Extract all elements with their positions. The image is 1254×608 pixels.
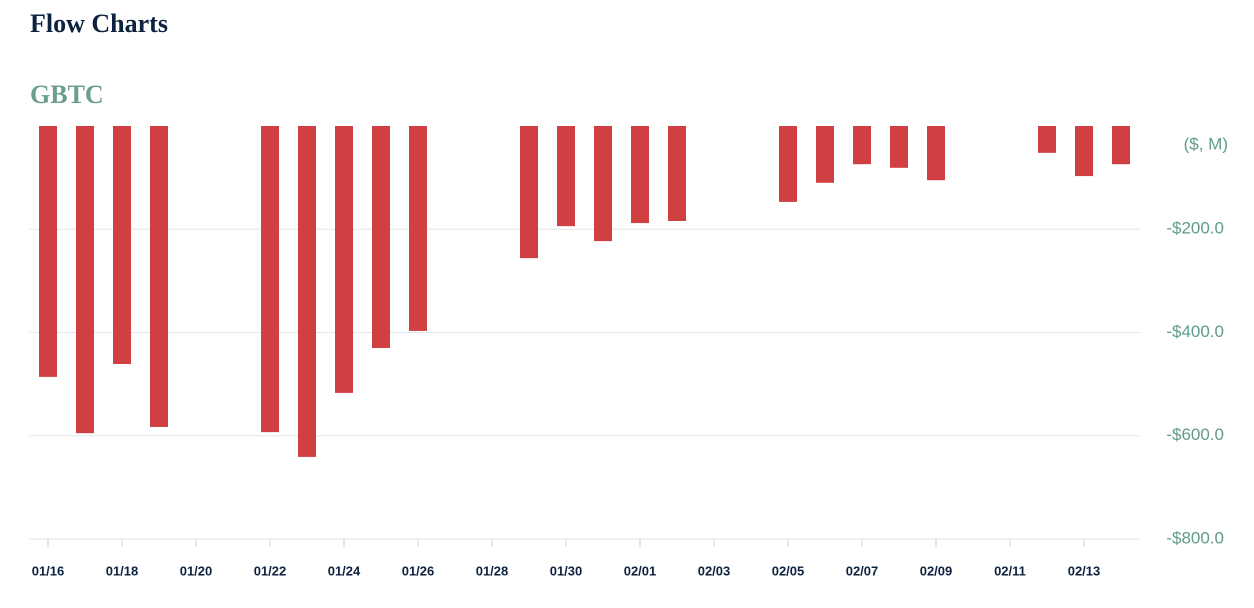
bar <box>261 126 279 433</box>
y-tick-label: -$400.0 <box>1166 322 1224 341</box>
x-tick-label: 01/30 <box>550 563 583 578</box>
x-tick-label: 02/01 <box>624 563 657 578</box>
bar <box>409 126 427 331</box>
bar <box>779 126 797 202</box>
bar <box>1075 126 1093 177</box>
bar <box>335 126 353 393</box>
x-tick-label: 02/07 <box>846 563 879 578</box>
bar <box>39 126 57 377</box>
x-tick-label: 01/20 <box>180 563 213 578</box>
bar <box>816 126 834 183</box>
bar <box>594 126 612 242</box>
page-title: Flow Charts <box>30 9 168 38</box>
bar <box>1038 126 1056 153</box>
chart-title: GBTC <box>30 80 104 109</box>
x-tick-label: 01/16 <box>32 563 65 578</box>
y-tick-label: -$600.0 <box>1166 425 1224 444</box>
x-tick-label: 01/24 <box>328 563 361 578</box>
y-axis-label: ($, M) <box>1184 134 1228 153</box>
bar <box>298 126 316 457</box>
x-tick-label: 02/11 <box>994 563 1026 578</box>
y-tick-label: -$800.0 <box>1166 528 1224 547</box>
bar <box>76 126 94 434</box>
x-tick-label: 02/05 <box>772 563 805 578</box>
bar <box>631 126 649 224</box>
bar <box>927 126 945 181</box>
y-tick-label: -$200.0 <box>1166 219 1224 238</box>
bar <box>150 126 168 427</box>
x-tick-label: 02/09 <box>920 563 953 578</box>
x-tick-label: 01/26 <box>402 563 435 578</box>
bar <box>372 126 390 348</box>
bar <box>1112 126 1130 165</box>
bar <box>668 126 686 221</box>
x-tick-label: 01/28 <box>476 563 509 578</box>
x-tick-label: 01/22 <box>254 563 287 578</box>
bar <box>557 126 575 227</box>
bar <box>520 126 538 259</box>
x-tick-label: 02/13 <box>1068 563 1101 578</box>
bar <box>853 126 871 165</box>
bar <box>113 126 131 364</box>
x-tick-label: 01/18 <box>106 563 139 578</box>
bar <box>890 126 908 168</box>
x-tick-label: 02/03 <box>698 563 731 578</box>
